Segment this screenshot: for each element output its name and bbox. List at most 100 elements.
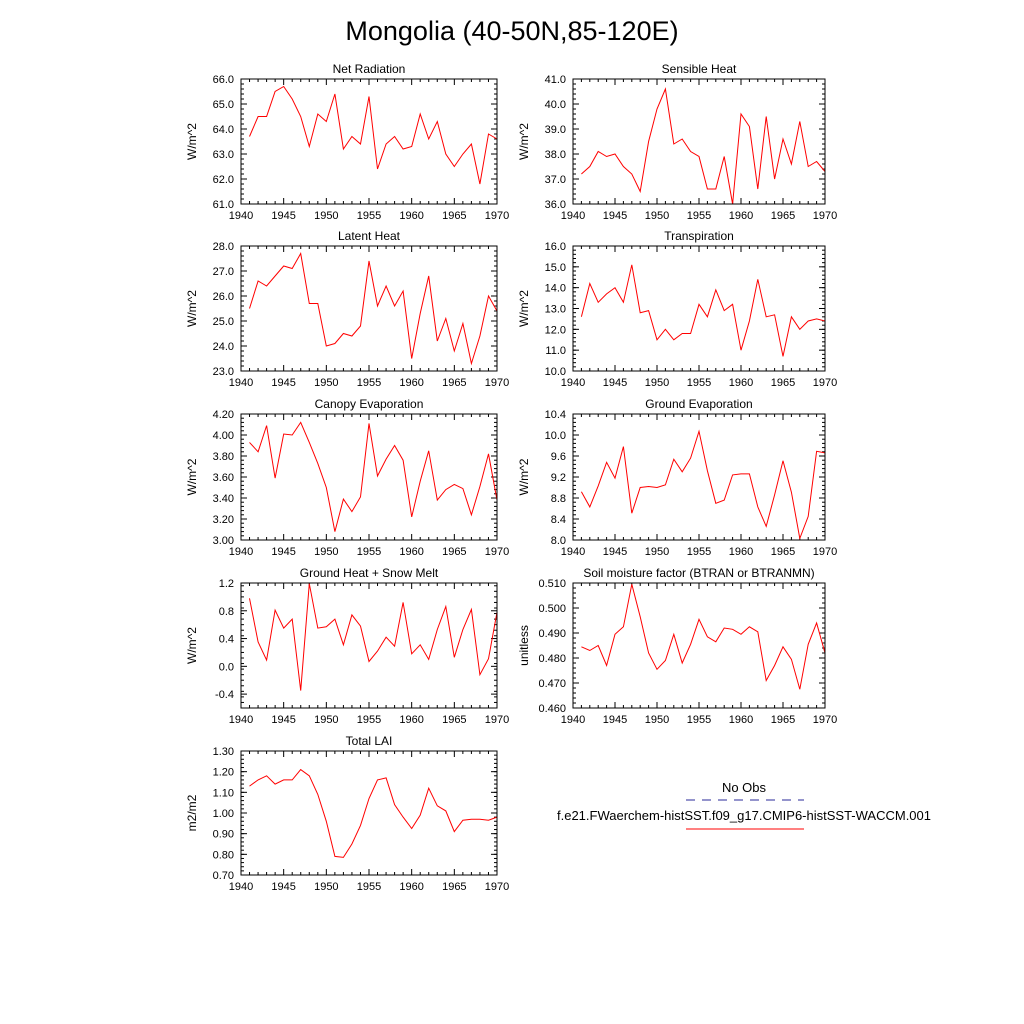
- y-tick-label: 39.0: [545, 124, 566, 136]
- y-tick-label: 40.0: [545, 99, 566, 111]
- panel-title: Sensible Heat: [662, 62, 737, 76]
- chart-panel: Total LAI m2/m2 1940 1945 1950 1955 1960 1965 19…: [185, 734, 509, 893]
- series-line: [249, 583, 498, 691]
- x-tick-label: 1955: [687, 714, 711, 726]
- x-tick-label: 1965: [442, 210, 466, 222]
- y-tick-label: 8.0: [551, 535, 566, 547]
- y-tick-label: 8.4: [551, 514, 566, 526]
- plot-frame: [240, 245, 498, 372]
- y-tick-label: 9.6: [551, 451, 566, 463]
- x-tick-label: 1950: [645, 714, 669, 726]
- y-tick-label: 3.40: [213, 493, 234, 505]
- series-line: [249, 768, 498, 858]
- x-tick-label: 1955: [687, 546, 711, 558]
- x-tick-label: 1940: [229, 714, 253, 726]
- x-tick-label: 1940: [229, 377, 253, 389]
- series-line: [249, 85, 498, 185]
- x-tick-label: 1960: [729, 714, 753, 726]
- y-tick-label: 0.490: [538, 628, 566, 640]
- x-tick-label: 1945: [271, 210, 295, 222]
- y-tick-label: 26.0: [213, 291, 234, 303]
- y-tick-label: -0.4: [215, 689, 234, 701]
- y-axis-label: W/m^2: [185, 123, 199, 160]
- y-axis-label: unitless: [517, 625, 531, 666]
- y-axis-label: m2/m2: [185, 794, 199, 831]
- y-tick-label: 4.00: [213, 430, 234, 442]
- x-tick-label: 1965: [771, 377, 795, 389]
- x-tick-label: 1940: [229, 546, 253, 558]
- y-tick-label: 38.0: [545, 149, 566, 161]
- x-tick-label: 1970: [485, 881, 509, 893]
- x-tick-label: 1945: [603, 714, 627, 726]
- panel-title: Ground Heat + Snow Melt: [300, 566, 439, 580]
- plot-frame: [240, 750, 498, 876]
- y-tick-label: 0.70: [213, 870, 234, 882]
- x-tick-label: 1940: [229, 881, 253, 893]
- x-tick-label: 1955: [357, 210, 381, 222]
- y-tick-label: 3.80: [213, 451, 234, 463]
- panel-title: Latent Heat: [338, 229, 401, 243]
- main-title: Mongolia (40-50N,85-120E): [345, 16, 678, 46]
- x-tick-label: 1945: [603, 546, 627, 558]
- series-line: [249, 421, 498, 532]
- y-axis-label: W/m^2: [517, 458, 531, 495]
- y-tick-label: 0.480: [538, 653, 566, 665]
- y-tick-label: 10.0: [545, 366, 566, 378]
- chart-panel: Canopy Evaporation W/m^2 1940 1945 1950 1955 1…: [185, 397, 509, 558]
- chart-panel: Soil moisture factor (BTRAN or BTRANMN) u…: [517, 566, 837, 726]
- x-tick-label: 1940: [229, 210, 253, 222]
- y-tick-label: 64.0: [213, 124, 234, 136]
- y-axis-label: W/m^2: [185, 458, 199, 495]
- plot-frame: [572, 582, 826, 709]
- y-tick-label: 4.20: [213, 409, 234, 421]
- series-line: [581, 584, 826, 690]
- x-tick-label: 1970: [813, 210, 837, 222]
- y-tick-label: 37.0: [545, 174, 566, 186]
- x-tick-label: 1970: [813, 714, 837, 726]
- plot-frame: [240, 78, 498, 205]
- x-tick-label: 1970: [485, 377, 509, 389]
- x-tick-label: 1970: [485, 714, 509, 726]
- plot-frame: [240, 582, 498, 709]
- plot-frame: [572, 245, 826, 372]
- x-tick-label: 1955: [687, 377, 711, 389]
- x-tick-label: 1945: [271, 377, 295, 389]
- x-tick-label: 1965: [442, 377, 466, 389]
- y-axis-label: W/m^2: [185, 627, 199, 664]
- y-axis-label: W/m^2: [185, 290, 199, 327]
- x-tick-label: 1960: [399, 210, 423, 222]
- series-line: [580, 264, 826, 357]
- x-tick-label: 1970: [485, 546, 509, 558]
- y-tick-label: 1.30: [213, 746, 234, 758]
- y-tick-label: 1.20: [213, 767, 234, 779]
- x-tick-label: 1955: [357, 881, 381, 893]
- x-tick-label: 1950: [314, 377, 338, 389]
- plot-frame: [240, 413, 498, 541]
- y-tick-label: 63.0: [213, 149, 234, 161]
- x-tick-label: 1950: [645, 377, 669, 389]
- y-axis-label: W/m^2: [517, 290, 531, 327]
- x-tick-label: 1950: [645, 210, 669, 222]
- legend-obs-label: No Obs: [722, 780, 767, 795]
- x-tick-label: 1950: [314, 210, 338, 222]
- panel-title: Net Radiation: [333, 62, 406, 76]
- x-tick-label: 1965: [771, 714, 795, 726]
- x-tick-label: 1970: [813, 377, 837, 389]
- y-tick-label: 28.0: [213, 241, 234, 253]
- chart-panel: Sensible Heat W/m^2 1940 1945 1950 1955 1960 19…: [517, 62, 837, 222]
- chart-panel: Transpiration W/m^2 1940 1945 1950 1955 1960 19…: [517, 229, 837, 389]
- y-tick-label: 65.0: [213, 99, 234, 111]
- x-tick-label: 1945: [603, 377, 627, 389]
- x-tick-label: 1950: [314, 546, 338, 558]
- x-tick-label: 1960: [729, 546, 753, 558]
- y-tick-label: 15.0: [545, 262, 566, 274]
- plot-frame: [572, 413, 826, 541]
- y-tick-label: 25.0: [213, 316, 234, 328]
- series-line: [249, 252, 498, 366]
- x-tick-label: 1965: [771, 546, 795, 558]
- panel-title: Total LAI: [346, 734, 393, 748]
- y-tick-label: 0.500: [538, 603, 566, 615]
- panel-title: Ground Evaporation: [645, 397, 752, 411]
- x-tick-label: 1960: [399, 377, 423, 389]
